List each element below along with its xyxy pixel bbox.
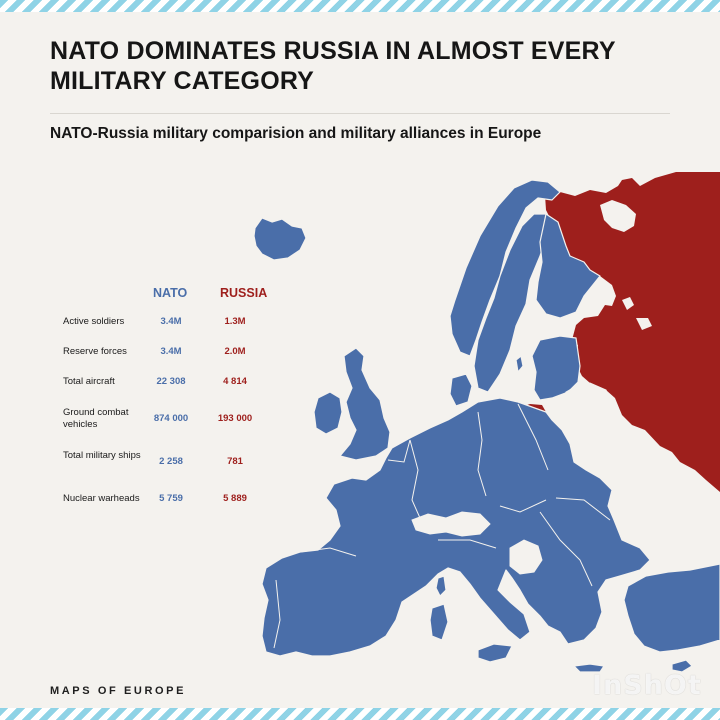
column-header-nato: NATO: [153, 286, 188, 300]
border-france-germany: [409, 439, 421, 519]
bottom-border-stripe: [0, 708, 720, 720]
border-germany-poland: [477, 411, 487, 497]
cyprus: [671, 659, 693, 673]
russia-value: 1.3M: [224, 316, 246, 327]
russia-value: 5 889: [223, 493, 247, 504]
russia-value: 4 814: [223, 376, 247, 387]
turkey: [623, 563, 720, 653]
russia-value: 2.0M: [224, 346, 246, 357]
lake-onega: [622, 297, 634, 310]
page-title: NATO DOMINATES RUSSIA IN ALMOST EVERY MI…: [50, 37, 616, 95]
lake-ladoga: [594, 280, 607, 293]
border-benelux: [387, 439, 411, 463]
sicily: [477, 643, 513, 663]
nato-value: 2 258: [159, 456, 183, 467]
country-borders: [273, 403, 611, 649]
nato-value: 5 759: [159, 493, 183, 504]
border-romania: [555, 497, 611, 521]
white-sea: [600, 200, 636, 232]
column-header-russia: RUSSIA: [220, 286, 268, 300]
non-nato-region: [411, 382, 613, 575]
row-label: Nuclear warheads: [63, 493, 140, 504]
great-britain: [339, 347, 391, 461]
border-portugal: [273, 579, 281, 649]
top-border-stripe: [0, 0, 720, 12]
corsica: [435, 575, 447, 597]
crete: [573, 663, 605, 673]
nato-value: 3.4M: [160, 346, 182, 357]
page-subtitle: NATO-Russia military comparision and mil…: [50, 125, 542, 142]
sardinia: [429, 603, 449, 641]
app-watermark: InShOt: [592, 670, 702, 701]
border-balkans: [539, 511, 593, 587]
belarus: [559, 382, 613, 431]
brand-footer: MAPS OF EUROPE: [50, 685, 187, 697]
russia-value: 781: [227, 456, 243, 467]
lake-rybinsk: [636, 318, 652, 330]
row-label: Active soldiers: [63, 316, 125, 327]
row-label: Ground combat vehicles: [63, 407, 129, 430]
finland: [535, 213, 601, 319]
iceland: [253, 217, 307, 261]
row-label: Reserve forces: [63, 346, 127, 357]
nato-value: 874 000: [153, 413, 189, 424]
row-label: Total aircraft: [63, 376, 115, 387]
row-label: Total military ships: [63, 450, 141, 461]
gotland: [515, 355, 524, 373]
serbia-bosnia: [509, 539, 543, 575]
russia-mainland: [545, 172, 720, 492]
switzerland-austria: [411, 511, 491, 537]
denmark: [449, 373, 473, 407]
border-poland-east: [517, 403, 549, 471]
nato-value: 22 308: [156, 376, 186, 387]
russia-value: 193 000: [217, 413, 253, 424]
border-hungary: [499, 499, 547, 513]
border-italy: [438, 539, 497, 549]
title-divider: [50, 113, 670, 114]
ireland: [313, 391, 343, 435]
nato-value: 3.4M: [160, 316, 182, 327]
sweden: [473, 213, 549, 393]
border-spain-france: [299, 547, 357, 557]
norway: [449, 179, 561, 357]
